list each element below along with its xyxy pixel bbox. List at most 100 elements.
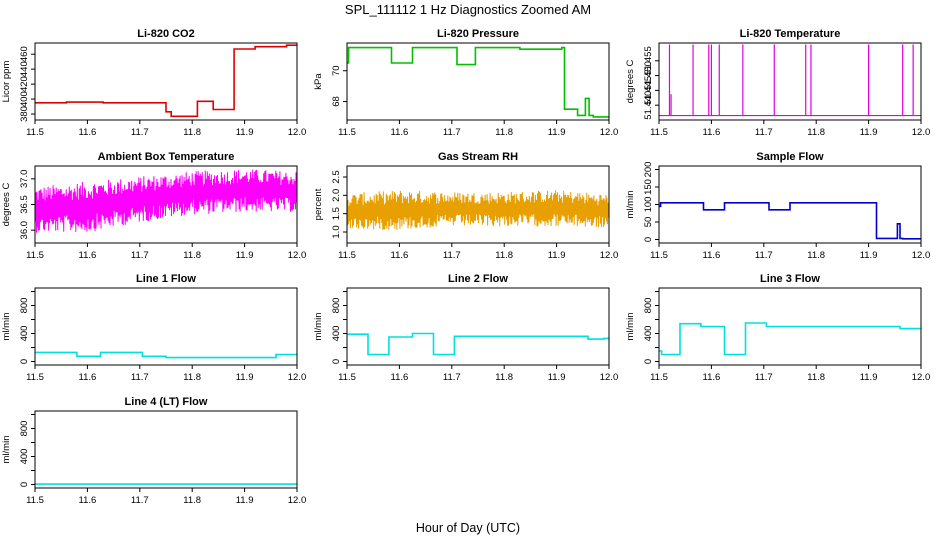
series-line	[659, 322, 921, 356]
plot-frame	[346, 165, 610, 244]
panel-rh: Gas Stream RH percent 11.5 11.6 11.7 11.8 11.9…	[313, 151, 618, 261]
x-tick-label: 12.0	[912, 250, 931, 261]
y-tick-label: 460	[19, 46, 30, 62]
panel-title: Line 3 Flow	[760, 273, 820, 285]
panel-ylabel: degrees C	[625, 59, 636, 103]
y-tick-label: 36.5	[19, 195, 30, 214]
panel-title: Line 2 Flow	[448, 273, 508, 285]
x-tick-label: 12.0	[288, 495, 307, 506]
panel-ylabel: ml/min	[625, 313, 636, 341]
y-tick-label: 36.0	[19, 221, 30, 240]
x-tick-label: 11.5	[26, 250, 44, 261]
x-tick-label: 11.6	[703, 372, 721, 383]
panel-ylabel: ml/min	[1, 436, 12, 464]
plot-frame	[34, 287, 298, 366]
x-tick-label: 11.5	[26, 127, 44, 138]
y-tick-label: 0	[19, 359, 30, 364]
x-tick-label: 11.9	[236, 372, 254, 383]
panel-ylabel: ml/min	[1, 313, 12, 341]
panel-ylabel: percent	[313, 188, 324, 220]
panel-title: Ambient Box Temperature	[98, 151, 235, 163]
panel-pressure: Li-820 Pressure kPa 11.5 11.6 11.7 11.8 11.9 12…	[313, 28, 618, 138]
panel-ylabel: ml/min	[625, 191, 636, 219]
y-tick-label: 150	[643, 179, 654, 195]
panel-co2: Li-820 CO2 Licor ppm 11.5 11.6 11.7 11.8 11.9 1…	[1, 28, 306, 138]
x-tick-label: 11.8	[495, 127, 513, 138]
plot-area	[659, 202, 921, 240]
y-tick-label: 800	[331, 298, 342, 314]
x-tick-label: 11.9	[236, 250, 254, 261]
y-tick-label: 400	[19, 326, 30, 342]
x-tick-label: 11.7	[443, 372, 461, 383]
panel-ylabel: degrees C	[1, 182, 12, 226]
x-tick-label: 11.7	[443, 127, 461, 138]
x-tick-label: 11.5	[650, 372, 668, 383]
y-tick-label: 51.440	[643, 91, 654, 120]
x-tick-label: 11.9	[236, 495, 254, 506]
y-tick-label: 200	[643, 162, 654, 178]
panel-title: Sample Flow	[756, 151, 824, 163]
series-line	[659, 202, 921, 240]
x-tick-label: 11.6	[703, 250, 721, 261]
panel-title: Li-820 CO2	[137, 28, 194, 40]
y-tick-label: 800	[19, 298, 30, 314]
y-tick-label: 0	[331, 359, 342, 364]
y-tick-label: 440	[19, 61, 30, 77]
y-tick-label: 51.455	[643, 46, 654, 75]
panel-ylabel: kPa	[313, 73, 324, 90]
x-tick-label: 11.7	[131, 372, 149, 383]
x-tick-label: 12.0	[288, 127, 307, 138]
x-tick-label: 11.8	[183, 372, 201, 383]
plot-area	[347, 190, 609, 231]
x-tick-label: 11.5	[650, 250, 668, 261]
panel-line4: Line 4 (LT) Flow ml/min 11.5 11.6 11.7 11.8 11…	[1, 396, 306, 506]
x-tick-label: 11.9	[548, 127, 566, 138]
panel-title: Line 4 (LT) Flow	[125, 396, 208, 408]
y-tick-label: 1.0	[331, 225, 342, 238]
panel-line1: Line 1 Flow ml/min 11.5 11.6 11.7 11.8 11.9 12.…	[1, 273, 306, 383]
panel-line3: Line 3 Flow ml/min 11.5 11.6 11.7 11.8 11.9 12.…	[625, 273, 930, 383]
plot-area	[347, 46, 609, 118]
panel-line2: Line 2 Flow ml/min 11.5 11.6 11.7 11.8 11.9 12.…	[313, 273, 618, 383]
x-tick-label: 11.9	[236, 127, 254, 138]
x-tick-label: 12.0	[600, 127, 619, 138]
y-tick-label: 50	[643, 217, 654, 228]
x-tick-label: 11.6	[79, 250, 97, 261]
x-tick-label: 11.5	[338, 127, 356, 138]
x-tick-label: 11.5	[26, 495, 44, 506]
panel-title: Li-820 Temperature	[740, 28, 841, 40]
figure-xlabel: Hour of Day (UTC)	[416, 521, 520, 535]
x-tick-label: 11.7	[755, 250, 773, 261]
x-tick-label: 11.6	[391, 250, 409, 261]
x-tick-label: 11.8	[807, 372, 825, 383]
x-tick-label: 11.6	[703, 127, 721, 138]
y-tick-label: 0	[643, 237, 654, 242]
x-tick-label: 11.8	[183, 250, 201, 261]
panel-title: Gas Stream RH	[438, 151, 518, 163]
x-tick-label: 11.5	[650, 127, 668, 138]
panel-sample: Sample Flow ml/min 11.5 11.6 11.7 11.8 11.9 12.…	[625, 151, 930, 261]
series-band	[347, 190, 609, 231]
x-tick-label: 11.8	[807, 250, 825, 261]
x-tick-label: 11.6	[79, 127, 97, 138]
x-tick-label: 11.6	[79, 372, 97, 383]
x-tick-label: 11.7	[755, 372, 773, 383]
y-tick-label: 2.0	[331, 189, 342, 202]
plot-frame	[346, 287, 610, 366]
x-tick-label: 11.9	[860, 127, 878, 138]
plot-area	[347, 332, 609, 356]
x-tick-label: 12.0	[600, 372, 619, 383]
x-tick-label: 12.0	[600, 250, 619, 261]
x-tick-label: 11.5	[338, 372, 356, 383]
y-tick-label: 0	[643, 359, 654, 364]
plot-area	[35, 169, 297, 233]
series-line	[35, 351, 297, 359]
x-tick-label: 11.9	[860, 250, 878, 261]
plot-frame	[658, 42, 922, 121]
panel-ylabel: Licor ppm	[1, 61, 12, 103]
y-tick-label: 420	[19, 76, 30, 92]
y-tick-label: 400	[19, 449, 30, 465]
x-tick-label: 11.7	[755, 127, 773, 138]
x-tick-label: 11.8	[183, 495, 201, 506]
plot-area	[35, 351, 297, 359]
